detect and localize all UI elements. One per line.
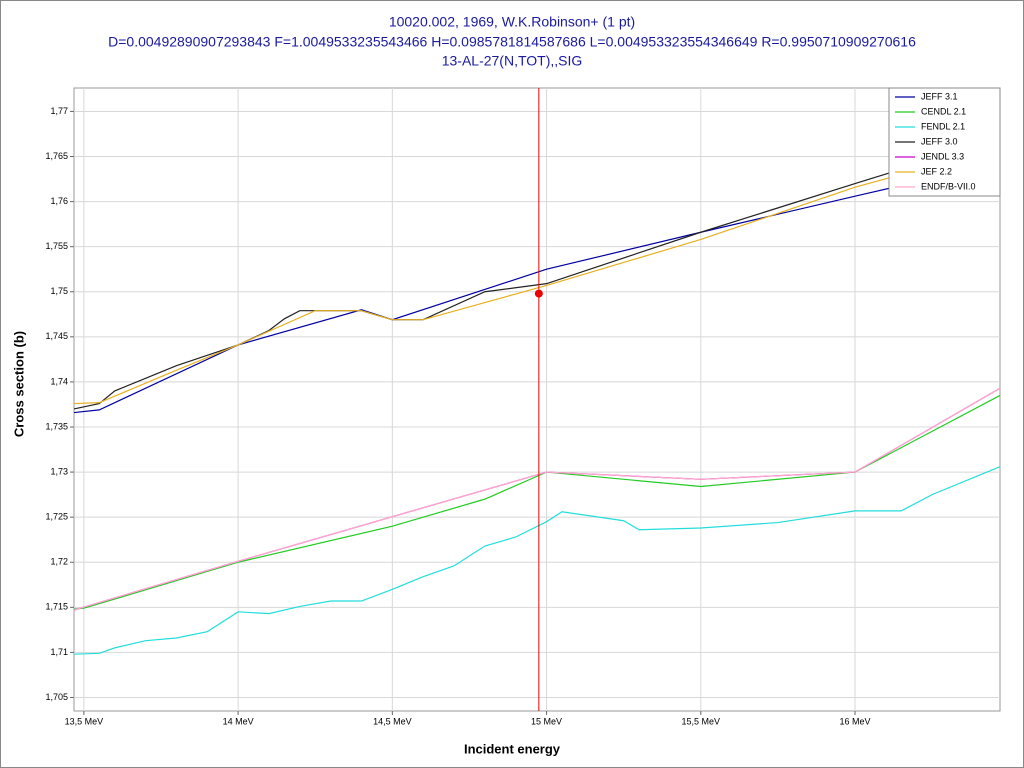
title-line: 13-AL-27(N,TOT),,SIG: [442, 53, 583, 69]
x-tick-label: 13,5 MeV: [65, 716, 104, 726]
series-line: [73, 394, 1001, 610]
y-tick-label: 1,75: [50, 286, 68, 296]
series-line: [73, 466, 1001, 655]
y-tick-label: 1,735: [45, 421, 68, 431]
series-line: [73, 146, 1001, 405]
y-tick-label: 1,725: [45, 512, 68, 522]
y-tick-label: 1,745: [45, 331, 68, 341]
y-tick-label: 1,74: [50, 376, 68, 386]
legend-label: CENDL 2.1: [921, 106, 966, 116]
legend: JEFF 3.1 CENDL 2.1 FENDL 2.1 JEFF 3.0 JENDL …: [888, 87, 1001, 197]
legend-label: JEF 2.2: [921, 166, 952, 176]
y-tick-label: 1,72: [50, 557, 68, 567]
y-tick-label: 1,71: [50, 647, 68, 657]
y-tick-label: 1,755: [45, 241, 68, 251]
y-tick-label: 1,77: [50, 106, 68, 116]
x-tick-label: 15 MeV: [531, 716, 562, 726]
y-tick-label: 1,73: [50, 466, 68, 476]
title-line: D=0.00492890907293843 F=1.00495332355434…: [108, 34, 916, 50]
x-tick-label: 15,5 MeV: [682, 716, 721, 726]
y-tick-label: 1,76: [50, 196, 68, 206]
x-tick-label: 14 MeV: [223, 716, 254, 726]
legend-label: FENDL 2.1: [921, 121, 965, 131]
y-tick-label: 1,765: [45, 151, 68, 161]
title-line: 10020.002, 1969, W.K.Robinson+ (1 pt): [389, 14, 635, 30]
legend-label: JEFF 3.0: [921, 136, 958, 146]
x-tick-label: 14,5 MeV: [373, 716, 412, 726]
x-axis-label: Incident energy: [464, 741, 561, 756]
x-tick-label: 16 MeV: [840, 716, 871, 726]
legend-label: JEFF 3.1: [921, 91, 958, 101]
legend-label: ENDF/B-VII.0: [921, 181, 976, 191]
y-tick-label: 1,705: [45, 692, 68, 702]
data-point: [534, 289, 543, 298]
y-axis-label: Cross section (b): [11, 331, 26, 437]
y-tick-label: 1,715: [45, 602, 68, 612]
legend-label: JENDL 3.3: [921, 151, 964, 161]
series-line: [73, 387, 1001, 611]
